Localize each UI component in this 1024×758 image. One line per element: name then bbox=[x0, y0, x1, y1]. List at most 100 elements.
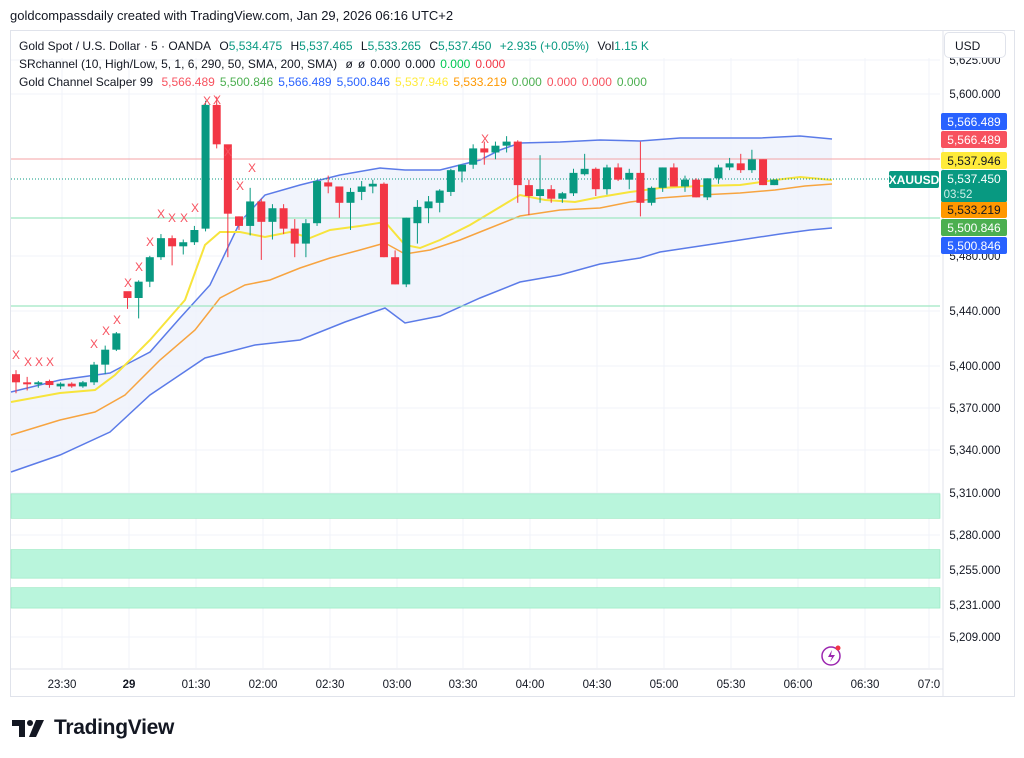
symbol-legend-row[interactable]: Gold Spot / U.S. Dollar · 5 · OANDA O5,5… bbox=[19, 39, 649, 53]
candle-body bbox=[313, 181, 322, 224]
indicator2-value: 0.000 bbox=[581, 75, 612, 89]
channel-upper-line bbox=[10, 135, 833, 393]
chart-caption: goldcompassdaily created with TradingVie… bbox=[10, 8, 454, 23]
price-badge bbox=[941, 113, 1007, 130]
sell-marker-icon: X bbox=[46, 355, 54, 369]
price-badge bbox=[941, 219, 1007, 236]
candle-body bbox=[67, 383, 76, 387]
candle-body bbox=[335, 186, 344, 203]
lightning-bolt-icon bbox=[828, 650, 835, 662]
price-axis-label: 5,440.000 bbox=[949, 306, 1000, 318]
tradingview-logo-text: TradingView bbox=[54, 716, 175, 739]
indicator2-value: 5,537.946 bbox=[395, 75, 449, 89]
candle-body bbox=[681, 179, 689, 187]
symbol-badge[interactable] bbox=[889, 171, 939, 188]
time-axis-label: 04:30 bbox=[583, 679, 612, 691]
candle-body bbox=[12, 374, 20, 383]
candle-body bbox=[714, 167, 723, 179]
candle-body bbox=[201, 104, 210, 229]
candle-body bbox=[569, 172, 578, 194]
candle-body bbox=[647, 187, 656, 203]
candle-body bbox=[257, 201, 266, 222]
time-axis-label: 06:00 bbox=[784, 679, 813, 691]
price-axis-label: 5,370.000 bbox=[949, 403, 1000, 415]
indicator1-value: 0.000 bbox=[475, 57, 506, 71]
price-badge bbox=[941, 237, 1007, 254]
candle-body bbox=[268, 208, 277, 222]
notification-dot-icon bbox=[835, 645, 841, 651]
indicator2-value: 0.000 bbox=[616, 75, 647, 89]
candle-body bbox=[480, 148, 489, 153]
symbol-badge-label: XAUUSD bbox=[889, 173, 940, 187]
candle-body bbox=[90, 364, 99, 383]
demand-zone bbox=[10, 549, 941, 579]
time-axis-label: 05:30 bbox=[717, 679, 746, 691]
candle-body bbox=[246, 201, 255, 226]
candle-body bbox=[190, 230, 199, 243]
candle-body bbox=[558, 193, 567, 199]
indicator2-value: 5,566.489 bbox=[161, 75, 215, 89]
channel-lower-line bbox=[10, 227, 833, 473]
candle-body bbox=[145, 257, 154, 282]
symbol-title[interactable]: Gold Spot / U.S. Dollar · 5 · OANDA bbox=[19, 39, 212, 53]
candle-body bbox=[591, 168, 600, 190]
candle-body bbox=[669, 167, 678, 187]
price-axis-label: 5,255.000 bbox=[949, 565, 1000, 577]
srchannel-name[interactable]: SRchannel (10, High/Low, 5, 1, 6, 290, 5… bbox=[19, 57, 338, 71]
candle-body bbox=[112, 333, 121, 350]
price-badge-label: 5,533.219 bbox=[947, 203, 1001, 217]
candle-body bbox=[223, 144, 232, 214]
candle-body bbox=[513, 141, 522, 186]
price-axis-label: 5,625.000 bbox=[949, 55, 1000, 67]
candle-body bbox=[56, 383, 65, 387]
sell-marker-icon: X bbox=[191, 201, 199, 215]
candle-body bbox=[614, 167, 623, 180]
indicator2-value: 5,566.489 bbox=[278, 75, 332, 89]
chart-legend: Gold Spot / U.S. Dollar · 5 · OANDA O5,5… bbox=[19, 37, 654, 91]
sell-marker-icon: X bbox=[124, 276, 132, 290]
candle-body bbox=[357, 186, 366, 192]
price-axis-label: 5,209.000 bbox=[949, 632, 1000, 644]
candle-body bbox=[625, 172, 634, 180]
currency-button[interactable]: USD bbox=[944, 32, 1006, 58]
candle-body bbox=[156, 238, 165, 258]
candle-body bbox=[469, 148, 478, 165]
time-axis-label: 02:00 bbox=[249, 679, 278, 691]
sell-marker-icon: X bbox=[113, 313, 121, 327]
time-axis-label: 02:30 bbox=[316, 679, 345, 691]
change-value: +2.935 (+0.05%) bbox=[499, 39, 590, 53]
candle-body bbox=[212, 104, 221, 145]
candle-body bbox=[602, 167, 611, 190]
candle-body bbox=[168, 238, 177, 247]
indicator2-value: 0.000 bbox=[511, 75, 542, 89]
price-axis-label: 5,340.000 bbox=[949, 445, 1000, 457]
candle-body bbox=[346, 191, 355, 203]
candle-body bbox=[536, 189, 545, 196]
candle-body bbox=[435, 190, 444, 203]
time-axis-label: 03:00 bbox=[383, 679, 412, 691]
sell-marker-icon: X bbox=[180, 211, 188, 225]
candle-body bbox=[290, 228, 299, 244]
srchannel-legend-row[interactable]: SRchannel (10, High/Low, 5, 1, 6, 290, 5… bbox=[19, 55, 654, 73]
low-value: 5,533.265 bbox=[367, 39, 421, 53]
gold-scalper-legend-row[interactable]: Gold Channel Scalper 99 5,566.489 5,500.8… bbox=[19, 73, 654, 91]
indicator1-value: ø bbox=[345, 57, 353, 71]
tradingview-logo[interactable]: TradingView bbox=[12, 716, 174, 740]
candle-body bbox=[34, 382, 43, 385]
price-badge bbox=[941, 201, 1007, 218]
candle-body bbox=[391, 257, 400, 285]
close-value: 5,537.450 bbox=[437, 39, 492, 53]
indicator2-value: 0.000 bbox=[546, 75, 577, 89]
candle-body bbox=[446, 170, 455, 192]
sell-marker-icon: X bbox=[146, 235, 154, 249]
open-value: 5,534.475 bbox=[228, 39, 283, 53]
candle-body bbox=[23, 382, 32, 385]
price-axis-label: 5,310.000 bbox=[949, 488, 1000, 500]
gold-scalper-name[interactable]: Gold Channel Scalper 99 bbox=[19, 75, 154, 89]
channel-fill bbox=[11, 136, 832, 472]
candle-body bbox=[502, 141, 511, 146]
lightning-icon[interactable] bbox=[821, 646, 841, 666]
candle-body bbox=[368, 183, 377, 187]
sell-marker-icon: X bbox=[236, 179, 244, 193]
